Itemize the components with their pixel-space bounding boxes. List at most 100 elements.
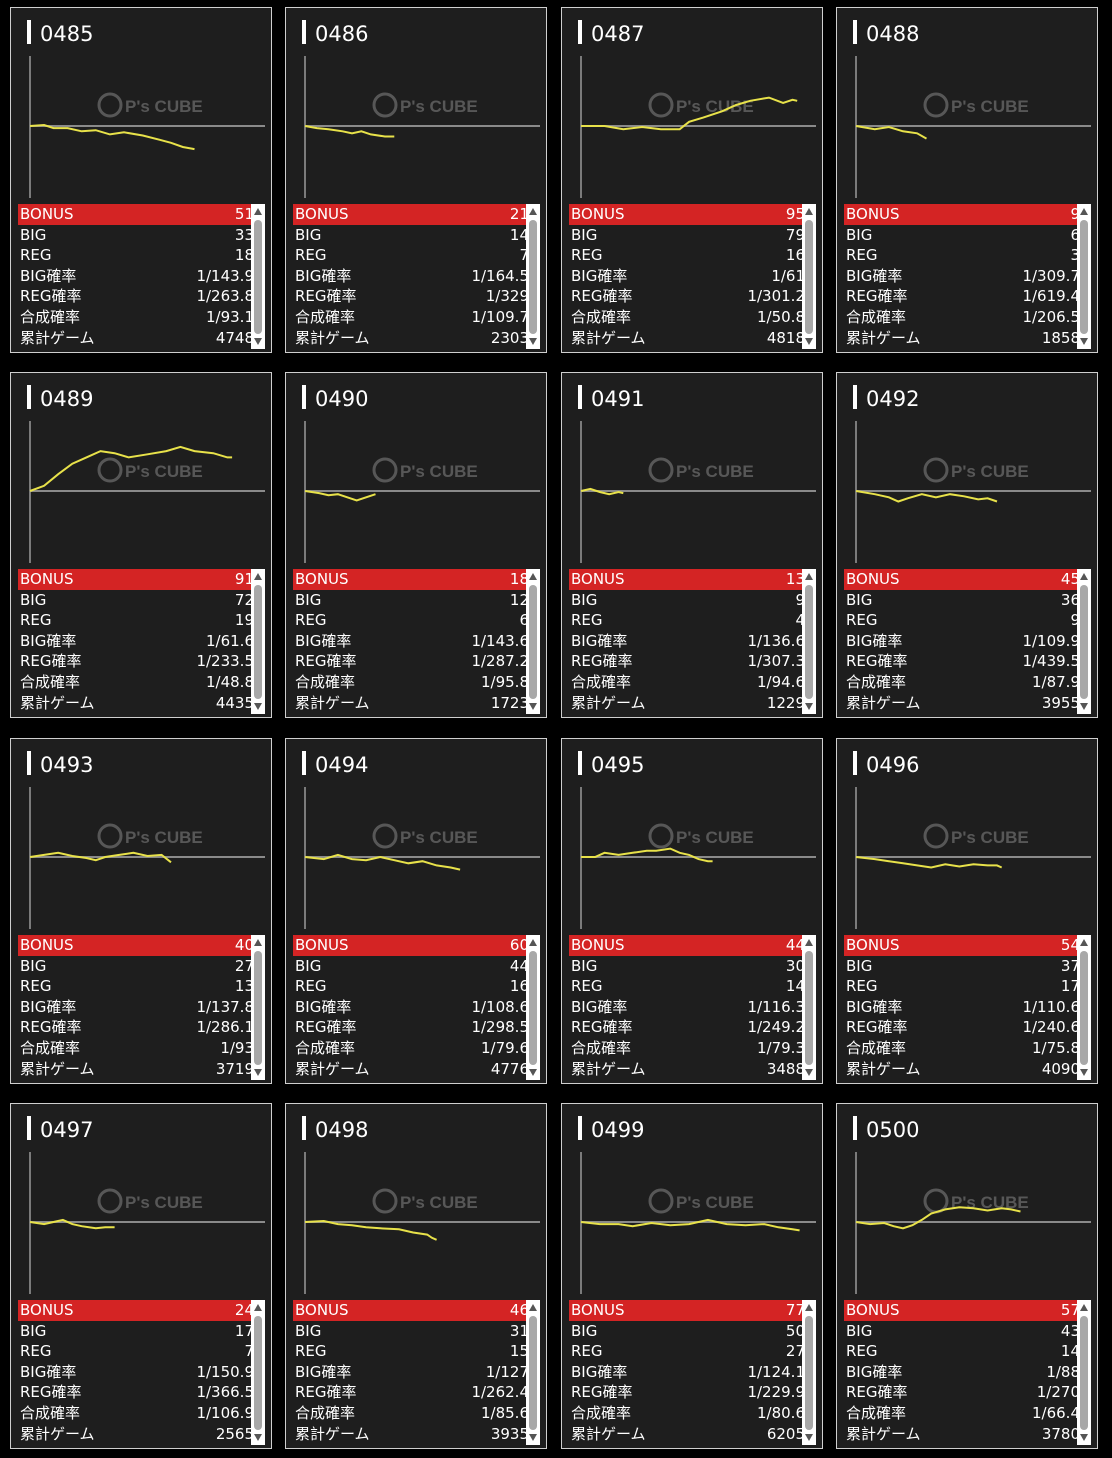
scroll-up-icon[interactable]	[805, 573, 813, 580]
stats-scrollbar[interactable]	[1077, 204, 1091, 349]
machine-card[interactable]: 0493 P's CUBE BONUS 40 BIG 27 REG 13 BIG確率 …	[10, 738, 272, 1084]
scroll-down-icon[interactable]	[254, 338, 262, 345]
machine-card[interactable]: 0498 P's CUBE BONUS 46 BIG 31 REG 15 BIG確率 …	[285, 1103, 547, 1449]
machine-card[interactable]: 0486 P's CUBE BONUS 21 BIG 14 REG 7 BIG確率 1…	[285, 7, 547, 353]
machine-card[interactable]: 0495 P's CUBE BONUS 44 BIG 30 REG 14 BIG確率 …	[561, 738, 823, 1084]
scroll-up-icon[interactable]	[1080, 208, 1088, 215]
machine-card[interactable]: 0500 P's CUBE BONUS 57 BIG 43 REG 14 BIG確率 …	[836, 1103, 1098, 1449]
stats-scrollbar[interactable]	[802, 204, 816, 349]
scroll-up-icon[interactable]	[254, 573, 262, 580]
scroll-thumb[interactable]	[254, 220, 262, 334]
scroll-up-icon[interactable]	[1080, 939, 1088, 946]
scroll-down-icon[interactable]	[1080, 1069, 1088, 1076]
machine-card[interactable]: 0497 P's CUBE BONUS 24 BIG 17 REG 7 BIG確率 1…	[10, 1103, 272, 1449]
scroll-up-icon[interactable]	[805, 939, 813, 946]
stats-scrollbar[interactable]	[526, 1300, 540, 1445]
stat-label: REG	[20, 1342, 52, 1361]
stat-value: 1/150.9	[196, 1362, 254, 1381]
scroll-up-icon[interactable]	[805, 1304, 813, 1311]
scroll-thumb[interactable]	[1080, 951, 1088, 1065]
scroll-up-icon[interactable]	[1080, 1304, 1088, 1311]
scroll-up-icon[interactable]	[254, 208, 262, 215]
stats-scrollbar[interactable]	[526, 204, 540, 349]
scroll-thumb[interactable]	[805, 1316, 813, 1430]
scroll-thumb[interactable]	[805, 585, 813, 699]
scroll-down-icon[interactable]	[529, 1434, 537, 1441]
machine-card[interactable]: 0489 P's CUBE BONUS 91 BIG 72 REG 19 BIG確率 …	[10, 372, 272, 718]
stat-value: 1/66.4	[1032, 1403, 1080, 1422]
machine-card[interactable]: 0491 P's CUBE BONUS 13 BIG 9 REG 4 BIG確率 1/…	[561, 372, 823, 718]
scroll-thumb[interactable]	[254, 1316, 262, 1430]
scroll-thumb[interactable]	[529, 1316, 537, 1430]
stat-label: 累計ゲーム	[846, 1059, 921, 1078]
stat-label: BONUS	[846, 1301, 900, 1319]
scroll-thumb[interactable]	[529, 951, 537, 1065]
stats-scrollbar[interactable]	[802, 1300, 816, 1445]
slump-graph: P's CUBE	[580, 421, 816, 563]
stat-value: 1/93	[220, 1038, 254, 1057]
scroll-thumb[interactable]	[254, 951, 262, 1065]
scroll-down-icon[interactable]	[254, 703, 262, 710]
scroll-thumb[interactable]	[805, 220, 813, 334]
scroll-down-icon[interactable]	[805, 1069, 813, 1076]
stats-scrollbar[interactable]	[251, 569, 265, 714]
scroll-down-icon[interactable]	[805, 1434, 813, 1441]
scroll-thumb[interactable]	[1080, 220, 1088, 334]
stat-label: BIG	[571, 225, 598, 244]
stats-scrollbar[interactable]	[1077, 569, 1091, 714]
scroll-up-icon[interactable]	[529, 208, 537, 215]
scroll-down-icon[interactable]	[1080, 338, 1088, 345]
machine-card[interactable]: 0487 P's CUBE BONUS 95 BIG 79 REG 16 BIG確率 …	[561, 7, 823, 353]
scroll-thumb[interactable]	[1080, 585, 1088, 699]
scroll-down-icon[interactable]	[529, 703, 537, 710]
scroll-up-icon[interactable]	[529, 573, 537, 580]
scroll-down-icon[interactable]	[805, 703, 813, 710]
stats-scrollbar[interactable]	[526, 935, 540, 1080]
stat-value: 3719	[215, 1059, 254, 1078]
stats-scrollbar[interactable]	[526, 569, 540, 714]
scroll-thumb[interactable]	[529, 585, 537, 699]
stat-row-big-rate: BIG確率 1/164.5	[293, 266, 533, 287]
stat-value: 1/109.9	[1022, 631, 1080, 650]
scroll-up-icon[interactable]	[254, 939, 262, 946]
machine-card[interactable]: 0499 P's CUBE BONUS 77 BIG 50 REG 27 BIG確率 …	[561, 1103, 823, 1449]
watermark-logo: P's CUBE	[648, 457, 754, 483]
scroll-up-icon[interactable]	[529, 1304, 537, 1311]
stats-scrollbar[interactable]	[802, 569, 816, 714]
scroll-down-icon[interactable]	[529, 1069, 537, 1076]
stat-label: 合成確率	[20, 1403, 81, 1422]
scroll-thumb[interactable]	[1080, 1316, 1088, 1430]
scroll-down-icon[interactable]	[805, 338, 813, 345]
scroll-up-icon[interactable]	[805, 208, 813, 215]
stat-value: 1/164.5	[471, 266, 529, 285]
machine-card[interactable]: 0496 P's CUBE BONUS 54 BIG 37 REG 17 BIG確率 …	[836, 738, 1098, 1084]
scroll-thumb[interactable]	[254, 585, 262, 699]
scroll-down-icon[interactable]	[529, 338, 537, 345]
stats-scrollbar[interactable]	[251, 935, 265, 1080]
stat-label: BONUS	[846, 205, 900, 223]
scroll-up-icon[interactable]	[1080, 573, 1088, 580]
scroll-up-icon[interactable]	[529, 939, 537, 946]
scroll-down-icon[interactable]	[1080, 1434, 1088, 1441]
machine-card[interactable]: 0490 P's CUBE BONUS 18 BIG 12 REG 6 BIG確率 1…	[285, 372, 547, 718]
stats-scrollbar[interactable]	[251, 204, 265, 349]
machine-card[interactable]: 0485 P's CUBE BONUS 51 BIG 33 REG 18 BIG確率 …	[10, 7, 272, 353]
machine-card[interactable]: 0494 P's CUBE BONUS 60 BIG 44 REG 16 BIG確率 …	[285, 738, 547, 1084]
stat-row-bonus: BONUS 54	[844, 935, 1084, 956]
stats-scrollbar[interactable]	[1077, 935, 1091, 1080]
scroll-down-icon[interactable]	[254, 1434, 262, 1441]
stats-scrollbar[interactable]	[251, 1300, 265, 1445]
stat-row-big-rate: BIG確率 1/136.6	[569, 631, 809, 652]
machine-card[interactable]: 0492 P's CUBE BONUS 45 BIG 36 REG 9 BIG確率 1…	[836, 372, 1098, 718]
scroll-down-icon[interactable]	[1080, 703, 1088, 710]
scroll-thumb[interactable]	[529, 220, 537, 334]
machine-card[interactable]: 0488 P's CUBE BONUS 9 BIG 6 REG 3 BIG確率 1/3…	[836, 7, 1098, 353]
scroll-up-icon[interactable]	[254, 1304, 262, 1311]
stat-value: 3935	[490, 1424, 529, 1443]
scroll-down-icon[interactable]	[254, 1069, 262, 1076]
stat-label: REG	[846, 246, 878, 265]
stats-scrollbar[interactable]	[1077, 1300, 1091, 1445]
stats-scrollbar[interactable]	[802, 935, 816, 1080]
stat-value: 1/249.2	[747, 1018, 805, 1037]
scroll-thumb[interactable]	[805, 951, 813, 1065]
